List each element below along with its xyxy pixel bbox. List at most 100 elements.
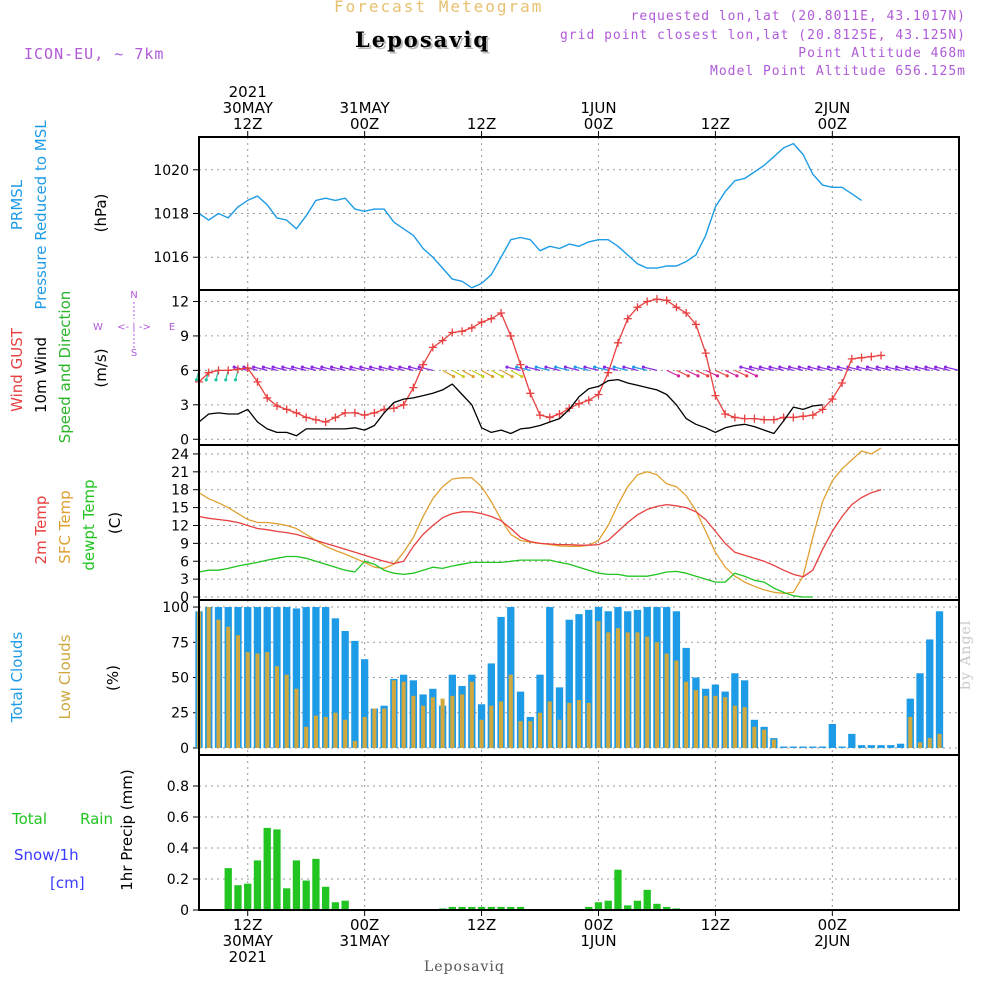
wind-gust-point <box>438 336 447 345</box>
low-clouds-bar <box>401 681 406 748</box>
wind-direction-arrow-head <box>895 365 899 369</box>
rain-bar <box>302 880 310 910</box>
wind-direction-arrow <box>282 366 297 371</box>
y-tick-label: 0 <box>180 741 189 757</box>
wind-direction-arrow <box>666 369 679 377</box>
wind-direction-arrow-head <box>865 365 870 369</box>
y-tick-label: 0 <box>180 590 189 606</box>
wind-direction-arrow-head <box>632 365 636 369</box>
wind-gust-point <box>477 318 486 327</box>
wind-gust-point <box>613 338 622 347</box>
temperature-panel-frame <box>198 444 960 601</box>
wind-direction-arrow-head <box>856 365 860 369</box>
wind-gust-point <box>584 396 593 405</box>
wind-direction-arrow <box>906 366 921 371</box>
total-clouds-bar <box>341 631 349 748</box>
low-clouds-bar <box>596 621 601 748</box>
wind-direction-arrow-head <box>739 365 743 369</box>
wind-direction-arrow <box>292 366 307 371</box>
wind-direction-arrow <box>633 366 648 371</box>
low-clouds-bar <box>693 690 698 748</box>
wind-direction-arrow-head <box>481 374 485 379</box>
y-tick-label: 75 <box>171 635 189 651</box>
time-axis-top-label: 2JUN <box>814 99 850 117</box>
wind-gust-point <box>428 343 437 352</box>
wind-direction-arrow-head <box>676 374 681 378</box>
total-clouds-bar <box>857 745 866 748</box>
low-clouds-bar <box>245 652 250 748</box>
wind-direction-arrow <box>461 369 474 378</box>
temp-dewpt-label: dewpt Temp <box>80 479 98 570</box>
low-clouds-bar <box>460 694 465 748</box>
wind-direction-arrow <box>685 369 699 377</box>
low-clouds-bar <box>606 632 611 748</box>
grid-point-coordinates: grid point closest lon,lat (20.8125E, 43… <box>559 28 966 43</box>
wind-direction-arrow <box>750 366 765 371</box>
total-clouds-bar <box>828 724 836 748</box>
wind-direction-arrow-head <box>807 365 811 369</box>
low-clouds-bar <box>927 738 932 748</box>
low-clouds-bar <box>430 697 435 748</box>
wind-direction-arrow <box>935 366 950 371</box>
wind-direction-arrow <box>471 369 484 378</box>
low-clouds-bar <box>226 626 231 748</box>
wind-direction-arrow <box>847 366 862 371</box>
pressure-label-desc: Pressure Reduced to MSL <box>32 120 50 310</box>
low-clouds-bar <box>284 674 289 748</box>
rain-bar <box>594 902 603 910</box>
rain-bar <box>331 902 340 910</box>
time-axis-bottom-label: 12Z <box>701 916 730 934</box>
wind-direction-arrow <box>877 366 891 371</box>
wind-direction-arrow <box>380 366 395 371</box>
time-axis-top-label: 31MAY <box>339 99 390 117</box>
wind-direction-arrow-head <box>281 365 285 369</box>
wind-direction-arrow-head <box>943 365 948 369</box>
wind-gust-point <box>565 404 574 413</box>
low-clouds-bar <box>625 632 630 748</box>
wind-gust-point <box>243 364 252 373</box>
dewpt-temp-line <box>198 555 813 598</box>
low-clouds-bar <box>304 726 309 748</box>
low-clouds-bar <box>723 697 728 748</box>
time-axis-bottom-label: 00Z <box>584 916 613 934</box>
temp-2m-label: 2m Temp <box>32 496 50 565</box>
wind-gust-point <box>331 413 340 422</box>
wind-direction-arrow-head <box>706 374 710 378</box>
y-tick-label: 0.4 <box>167 841 189 857</box>
wind-direction-arrow-head <box>398 365 402 369</box>
y-tick-label: 0.2 <box>167 872 189 888</box>
wind-gust-point <box>370 408 379 417</box>
low-clouds-bar <box>362 716 367 748</box>
wind-gust-point <box>877 351 886 360</box>
wind-direction-arrow <box>925 366 940 371</box>
time-axis-bottom-label: 1JUN <box>580 932 616 950</box>
wind-direction-arrow <box>643 366 658 371</box>
wind-direction-arrow <box>740 366 755 371</box>
wind-direction-arrow-head <box>735 374 739 378</box>
wind-gust-point <box>350 408 359 417</box>
low-clouds-bar <box>479 719 484 748</box>
wind-direction-arrow <box>724 369 738 377</box>
precip-panel-frame <box>198 754 960 911</box>
wind-gust-point <box>448 328 457 337</box>
wind-gust-point <box>399 400 408 409</box>
wind-direction-arrow-head <box>300 365 304 369</box>
low-clouds-bar <box>576 700 582 748</box>
wind-direction-arrow <box>555 366 570 371</box>
wind-direction-arrow-head <box>745 374 749 378</box>
model-point-altitude: Model Point Altitude 656.125m <box>710 64 966 79</box>
wind-direction-arrow <box>575 366 589 371</box>
total-clouds-bar <box>555 687 564 748</box>
total-clouds-bar <box>565 619 573 748</box>
wind-direction-arrow-head <box>417 365 421 369</box>
time-axis-bottom-label: 2021 <box>229 948 267 966</box>
low-clouds-bar <box>528 721 533 748</box>
wind-direction-arrow-head <box>696 374 700 378</box>
precip-total-label: Total <box>11 810 47 828</box>
wind-direction-arrow-head <box>505 365 509 369</box>
y-tick-label: 0 <box>180 903 189 919</box>
wind-direction-arrow-head <box>758 365 762 369</box>
y-tick-label: 50 <box>171 671 189 687</box>
